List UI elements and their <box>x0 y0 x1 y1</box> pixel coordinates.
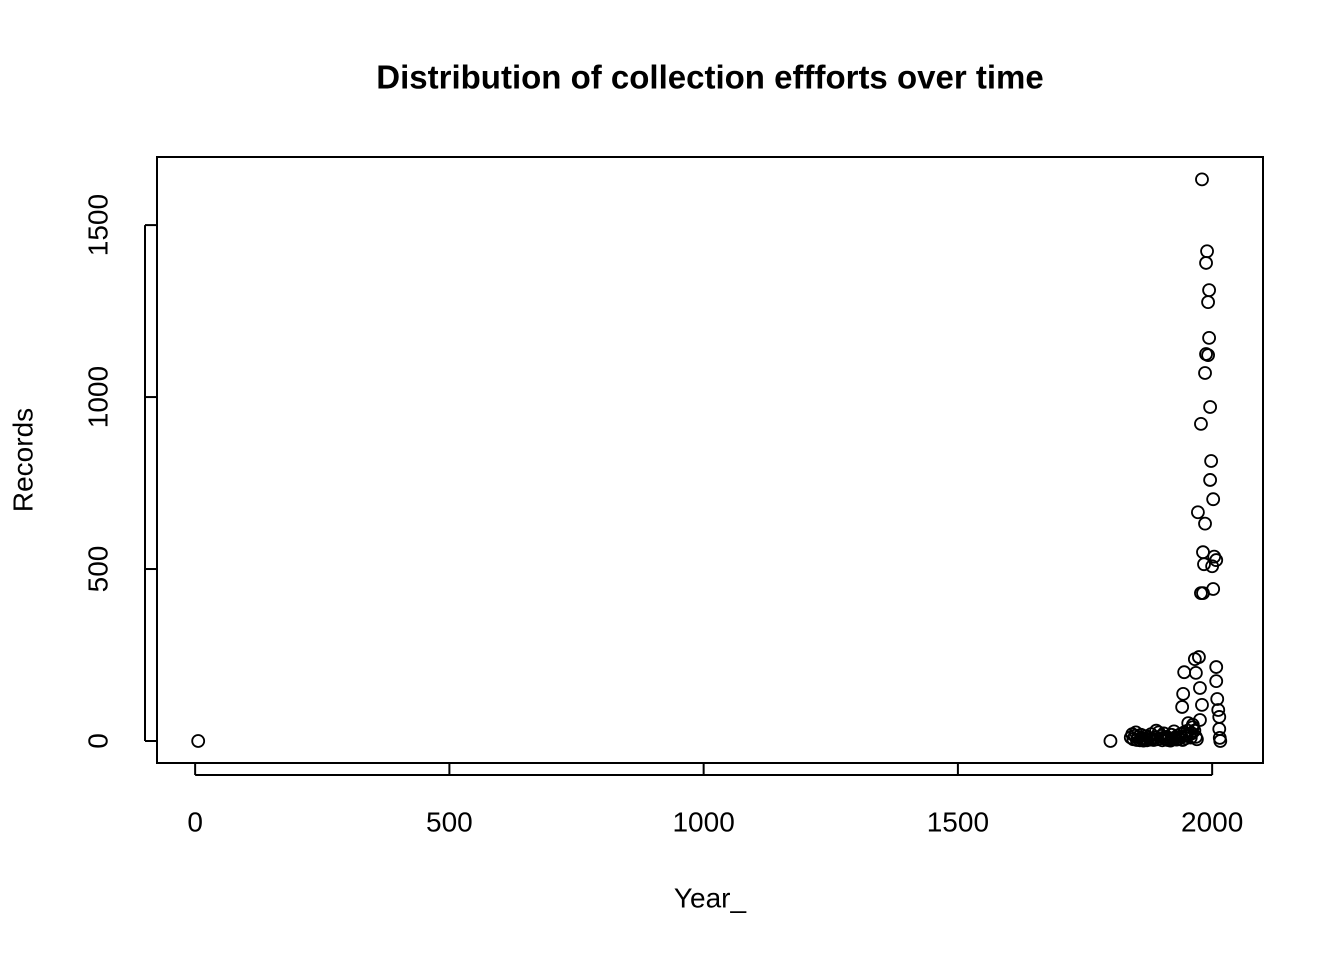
point <box>1176 686 1191 701</box>
point <box>1198 516 1212 531</box>
x-axis-title: Year_ <box>674 882 747 913</box>
point <box>1211 703 1226 717</box>
point <box>1195 697 1209 712</box>
y-axis-title: Records <box>7 408 38 512</box>
point <box>1210 692 1225 706</box>
point <box>1205 559 1220 574</box>
point <box>1201 348 1215 363</box>
chart-title: Distribution of collection effforts over… <box>376 59 1043 96</box>
point <box>1191 505 1205 520</box>
plot-frame <box>156 156 1264 764</box>
point <box>1213 734 1228 748</box>
point <box>1197 557 1211 572</box>
point <box>1212 710 1227 724</box>
point <box>1206 492 1221 507</box>
point <box>1188 665 1203 680</box>
point <box>1187 723 1202 738</box>
point <box>1192 650 1206 664</box>
y-tick-label: 0 <box>82 733 113 749</box>
x-tick-label: 1500 <box>927 806 989 837</box>
point <box>1189 732 1204 747</box>
point <box>1202 283 1216 297</box>
point <box>1175 700 1190 714</box>
point <box>1206 582 1221 596</box>
x-tick-label: 0 <box>187 806 203 837</box>
point <box>191 734 206 748</box>
point <box>1194 416 1208 431</box>
y-tick-label: 1500 <box>82 194 113 256</box>
point <box>1199 256 1213 270</box>
x-tick-label: 500 <box>426 806 473 837</box>
point <box>1103 734 1118 748</box>
point <box>1196 545 1210 560</box>
point <box>1193 681 1207 695</box>
point <box>1204 454 1219 468</box>
x-tick-label: 2000 <box>1181 806 1243 837</box>
x-tick-label: 1000 <box>672 806 734 837</box>
point <box>1203 473 1218 487</box>
point <box>1200 244 1214 259</box>
point <box>1198 366 1212 380</box>
point <box>1209 660 1224 674</box>
point <box>1202 331 1216 345</box>
point <box>1203 400 1218 414</box>
y-tick-label: 1000 <box>82 366 113 428</box>
point <box>1209 674 1224 689</box>
point <box>1195 172 1209 187</box>
y-tick-label: 500 <box>82 546 113 593</box>
point <box>1177 665 1192 680</box>
point <box>1201 295 1215 310</box>
